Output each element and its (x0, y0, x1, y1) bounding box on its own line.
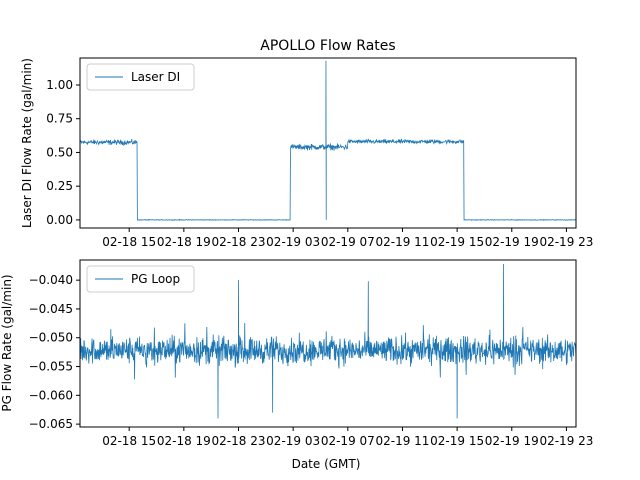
x-tick-label: 02-18 23 (212, 434, 266, 448)
x-axis-label: Date (GMT) (292, 457, 361, 471)
laser-legend-label: Laser DI (131, 70, 180, 84)
pg-legend-box (86, 265, 195, 293)
y-tick-label: 0.75 (46, 112, 73, 126)
x-tick-label: 02-19 19 (485, 434, 539, 448)
laser-plot-area (80, 60, 576, 221)
pg-legend-label: PG Loop (131, 272, 180, 286)
x-tick-label: 02-19 23 (539, 235, 593, 249)
x-tick-label: 02-19 03 (266, 434, 320, 448)
series-line-laser-di (80, 60, 576, 221)
y-tick-label: 0.50 (46, 145, 73, 159)
laser-legend-box (86, 63, 195, 91)
pg-legend: PG Loop (86, 265, 195, 293)
pg-axes-frame (79, 259, 577, 428)
laser-y-ticks: 0.00 0.25 0.50 0.75 1.00 (46, 78, 80, 227)
x-tick-label: 02-18 15 (102, 235, 156, 249)
series-line-pg-loop (80, 264, 576, 419)
chart-title: APOLLO Flow Rates (260, 38, 395, 54)
y-tick-label: 0.25 (46, 179, 73, 193)
x-tick-label: 02-19 11 (375, 434, 429, 448)
x-tick-label: 02-19 23 (539, 434, 593, 448)
laser-legend: Laser DI (86, 63, 195, 91)
x-tick-label: 02-19 03 (266, 235, 320, 249)
x-tick-label: 02-19 11 (375, 235, 429, 249)
x-tick-label: 02-18 15 (102, 434, 156, 448)
y-tick-label: 1.00 (46, 78, 73, 92)
x-tick-label: 02-19 15 (430, 235, 484, 249)
x-tick-label: 02-18 19 (157, 434, 211, 448)
pg-x-ticks: 02-18 15 02-18 19 02-18 23 02-19 03 02-19 07… (102, 427, 593, 448)
x-tick-label: 02-19 07 (321, 434, 375, 448)
pg-y-axis-label: PG Flow Rate (gal/min) (0, 274, 14, 411)
x-tick-label: 02-18 19 (157, 235, 211, 249)
y-tick-label: 0.00 (46, 213, 73, 227)
pg-plot-area (80, 264, 576, 419)
y-tick-label: −0.055 (29, 360, 73, 374)
x-tick-label: 02-19 07 (321, 235, 375, 249)
laser-y-axis-label: Laser DI Flow Rate (gal/min) (20, 58, 34, 228)
y-tick-label: −0.045 (29, 302, 73, 316)
x-tick-label: 02-19 19 (485, 235, 539, 249)
laser-axes-frame (79, 57, 577, 229)
y-tick-label: −0.050 (29, 331, 73, 345)
y-tick-label: −0.065 (29, 417, 73, 431)
pg-y-ticks: −0.065 −0.060 −0.055 −0.050 −0.045 −0.040 (29, 273, 80, 431)
panel-laser-di: 0.000.250.500.751.00 02-18 15 02-18 19 02-… (20, 57, 593, 249)
laser-x-ticks: 02-18 15 02-18 19 02-18 23 02-19 03 02-19 07… (102, 228, 593, 249)
x-tick-label: 02-18 23 (212, 235, 266, 249)
x-tick-label: 02-19 15 (430, 434, 484, 448)
y-tick-label: −0.040 (29, 273, 73, 287)
y-tick-label: −0.060 (29, 388, 73, 402)
panel-pg-loop: −0.065 −0.060 −0.055 −0.050 −0.045 −0.040 02-… (0, 259, 593, 471)
